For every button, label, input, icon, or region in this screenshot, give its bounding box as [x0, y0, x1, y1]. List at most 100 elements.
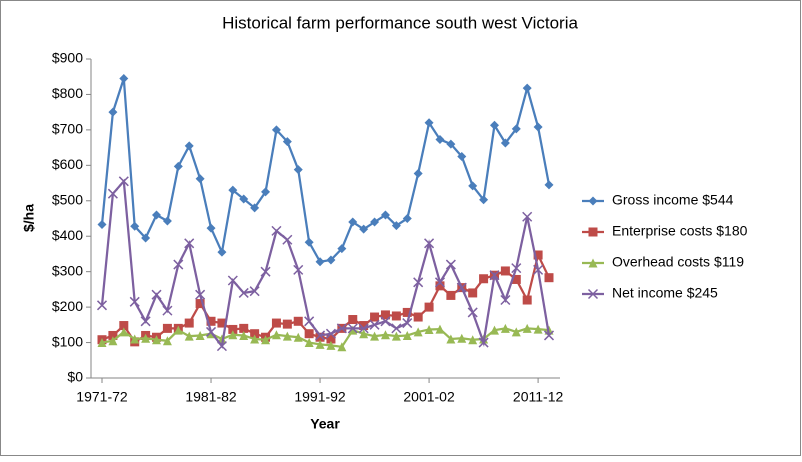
marker — [239, 323, 249, 333]
x-tick-label: 1971-72 — [76, 389, 128, 405]
marker — [435, 281, 445, 291]
marker — [293, 332, 303, 342]
x-tick-label: 2011-12 — [513, 389, 564, 405]
marker — [413, 277, 424, 288]
marker — [533, 122, 543, 132]
marker — [119, 327, 129, 337]
marker — [359, 329, 369, 339]
marker — [544, 180, 554, 190]
marker — [533, 264, 544, 275]
marker — [184, 238, 195, 249]
marker — [97, 220, 107, 230]
marker — [522, 323, 532, 333]
marker — [205, 326, 217, 337]
marker — [456, 282, 467, 293]
marker — [413, 168, 423, 178]
marker — [271, 225, 282, 236]
marker — [206, 223, 216, 233]
marker — [162, 305, 173, 316]
marker — [261, 187, 271, 197]
marker — [173, 325, 183, 335]
marker — [359, 321, 369, 331]
marker — [402, 330, 412, 340]
marker — [184, 141, 194, 151]
marker — [130, 221, 140, 231]
marker — [413, 312, 423, 322]
marker — [543, 330, 555, 341]
marker — [336, 323, 347, 334]
marker — [468, 288, 478, 298]
legend-label: Net income $245 — [612, 285, 718, 301]
marker — [326, 334, 336, 344]
marker — [478, 337, 489, 348]
marker — [140, 316, 151, 327]
marker — [511, 124, 521, 134]
marker — [184, 331, 194, 341]
x-tick-label: 1991-92 — [294, 389, 346, 405]
marker — [282, 319, 292, 329]
marker — [489, 270, 500, 281]
marker — [108, 336, 118, 346]
x-tick-label: 1981-82 — [185, 389, 237, 405]
y-tick-label: $100 — [52, 333, 83, 349]
marker — [446, 334, 456, 344]
marker — [119, 73, 129, 83]
marker — [304, 316, 315, 327]
marker — [445, 259, 456, 270]
marker — [216, 341, 227, 352]
marker — [347, 323, 358, 334]
x-tick-label: 2001-02 — [403, 389, 455, 405]
marker — [108, 107, 118, 117]
marker — [337, 342, 347, 352]
marker — [129, 296, 140, 307]
marker — [424, 238, 435, 249]
marker — [435, 134, 445, 144]
y-tick-label: $400 — [52, 227, 83, 243]
marker — [239, 330, 249, 340]
marker — [358, 323, 369, 334]
marker — [391, 221, 401, 231]
marker — [424, 302, 434, 312]
marker — [141, 233, 151, 243]
marker — [271, 330, 281, 340]
marker — [468, 181, 478, 191]
marker — [228, 324, 238, 334]
marker — [152, 210, 162, 220]
marker — [424, 324, 434, 334]
y-tick-label: $300 — [52, 262, 83, 278]
marker — [173, 259, 184, 270]
marker — [500, 294, 511, 306]
marker — [489, 325, 499, 335]
legend-marker — [588, 196, 598, 206]
marker — [130, 334, 140, 344]
marker — [479, 195, 489, 205]
marker — [522, 295, 532, 305]
marker — [282, 234, 293, 245]
marker — [326, 255, 336, 265]
marker — [457, 151, 467, 161]
marker — [118, 176, 129, 187]
marker — [467, 307, 478, 318]
marker — [162, 323, 172, 333]
marker — [217, 247, 227, 257]
marker — [315, 332, 325, 342]
marker — [402, 307, 412, 317]
x-axis-label: Year — [310, 416, 340, 432]
marker — [348, 325, 358, 335]
marker — [402, 318, 413, 329]
marker — [152, 335, 162, 345]
marker — [380, 210, 390, 220]
y-tick-label: $0 — [67, 369, 83, 385]
marker — [282, 137, 292, 147]
marker — [489, 120, 499, 130]
marker — [260, 266, 271, 277]
marker — [217, 334, 227, 344]
marker — [468, 335, 478, 345]
y-axis-label: $/ha — [21, 204, 37, 232]
legend-marker — [587, 288, 599, 300]
marker — [413, 327, 423, 337]
marker — [239, 194, 249, 204]
y-tick-label: $900 — [52, 50, 83, 66]
